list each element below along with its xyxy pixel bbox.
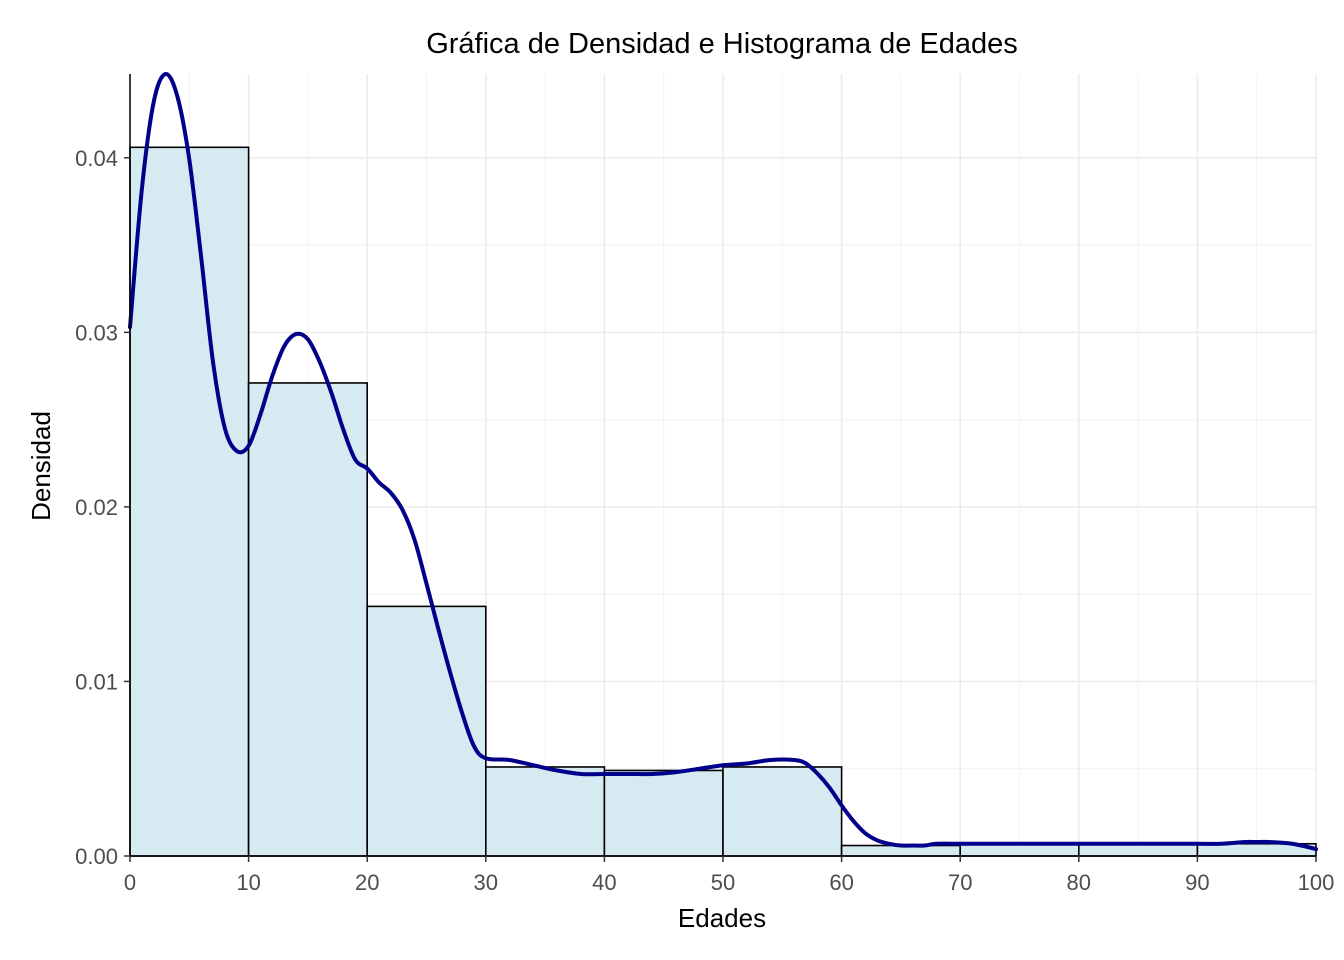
density-curve-group bbox=[128, 72, 1318, 852]
x-tick-label: 50 bbox=[711, 870, 735, 895]
y-tick-label: 0.00 bbox=[75, 844, 118, 869]
x-axis-title: Edades bbox=[678, 903, 766, 933]
histogram-bar bbox=[129, 146, 250, 857]
x-tick-label: 20 bbox=[355, 870, 379, 895]
x-tick-label: 70 bbox=[948, 870, 972, 895]
x-tick-label: 30 bbox=[474, 870, 498, 895]
histogram-bar bbox=[722, 766, 843, 857]
y-axis-title: Densidad bbox=[26, 411, 56, 521]
x-tick-label: 60 bbox=[829, 870, 853, 895]
histogram-bar bbox=[484, 766, 606, 857]
x-tick-label: 0 bbox=[124, 870, 136, 895]
x-tick-label: 40 bbox=[592, 870, 616, 895]
x-tick-label: 10 bbox=[236, 870, 260, 895]
y-tick-label: 0.03 bbox=[75, 320, 118, 345]
density-curve-line bbox=[128, 72, 1318, 852]
histogram-bar bbox=[247, 382, 369, 857]
y-tick-label: 0.01 bbox=[75, 669, 118, 694]
x-axis-ticks: 0 10 20 30 40 50 60 70 80 90 100 bbox=[124, 856, 1334, 895]
histogram-bar bbox=[603, 769, 724, 857]
x-tick-label: 90 bbox=[1185, 870, 1209, 895]
x-tick-label: 100 bbox=[1298, 870, 1335, 895]
y-tick-label: 0.04 bbox=[75, 146, 118, 171]
chart-title: Gráfica de Densidad e Histograma de Edad… bbox=[426, 28, 1018, 60]
y-tick-label: 0.02 bbox=[75, 495, 118, 520]
x-tick-label: 80 bbox=[1067, 870, 1091, 895]
y-axis-ticks: 0.00 0.01 0.02 0.03 0.04 bbox=[75, 146, 130, 869]
